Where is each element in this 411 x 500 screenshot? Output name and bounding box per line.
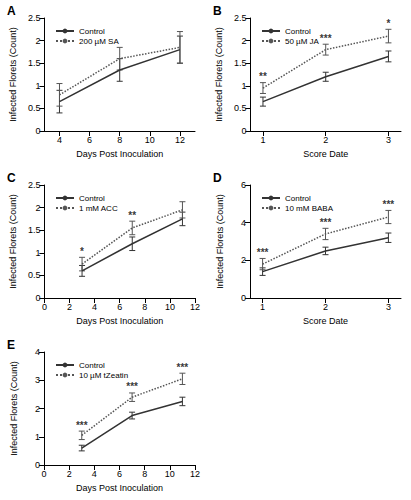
svg-text:Days Post Inoculation: Days Post Inoculation bbox=[76, 316, 163, 326]
svg-text:1 mM ACC: 1 mM ACC bbox=[79, 204, 118, 213]
svg-text:2: 2 bbox=[67, 302, 72, 312]
svg-text:2: 2 bbox=[323, 135, 328, 145]
svg-text:D: D bbox=[213, 171, 222, 185]
svg-text:3: 3 bbox=[35, 375, 40, 385]
svg-text:***: *** bbox=[320, 33, 332, 44]
svg-text:2: 2 bbox=[35, 36, 40, 46]
svg-text:Days Post Inoculation: Days Post Inoculation bbox=[76, 483, 163, 493]
svg-text:4: 4 bbox=[57, 135, 62, 145]
svg-text:**: ** bbox=[128, 210, 136, 221]
svg-text:6: 6 bbox=[87, 135, 92, 145]
svg-text:6: 6 bbox=[117, 469, 122, 479]
svg-text:2: 2 bbox=[323, 302, 328, 312]
svg-text:10: 10 bbox=[165, 469, 175, 479]
svg-text:Score Date: Score Date bbox=[303, 316, 348, 326]
svg-text:4: 4 bbox=[92, 469, 97, 479]
svg-text:0.5: 0.5 bbox=[234, 103, 247, 113]
svg-text:12: 12 bbox=[175, 135, 185, 145]
svg-text:0.5: 0.5 bbox=[28, 270, 41, 280]
svg-text:6: 6 bbox=[117, 302, 122, 312]
svg-text:Days Post Inoculation: Days Post Inoculation bbox=[76, 149, 163, 159]
svg-text:0: 0 bbox=[41, 469, 46, 479]
svg-text:2: 2 bbox=[35, 404, 40, 414]
svg-text:50 µM JA: 50 µM JA bbox=[285, 37, 320, 46]
svg-text:2: 2 bbox=[241, 36, 246, 46]
svg-text:2: 2 bbox=[35, 203, 40, 213]
svg-text:A: A bbox=[7, 4, 16, 18]
svg-text:*: * bbox=[80, 246, 84, 257]
svg-text:3: 3 bbox=[386, 135, 391, 145]
svg-text:3: 3 bbox=[386, 302, 391, 312]
svg-text:0: 0 bbox=[241, 126, 246, 136]
svg-text:E: E bbox=[7, 338, 15, 352]
svg-text:0: 0 bbox=[35, 126, 40, 136]
svg-text:6: 6 bbox=[241, 180, 246, 190]
svg-text:***: *** bbox=[383, 199, 395, 210]
svg-text:Control: Control bbox=[79, 361, 105, 370]
svg-text:2.5: 2.5 bbox=[234, 13, 247, 23]
svg-text:C: C bbox=[7, 171, 16, 185]
svg-text:Infected Florets (Count): Infected Florets (Count) bbox=[9, 361, 19, 456]
svg-text:Infected Florets (Count): Infected Florets (Count) bbox=[214, 27, 224, 122]
svg-text:Infected Florets (Count): Infected Florets (Count) bbox=[8, 194, 18, 289]
svg-text:**: ** bbox=[259, 71, 267, 82]
svg-text:1: 1 bbox=[260, 302, 265, 312]
svg-text:10 mM BABA: 10 mM BABA bbox=[285, 204, 334, 213]
svg-text:2.5: 2.5 bbox=[28, 13, 41, 23]
svg-text:1.5: 1.5 bbox=[234, 58, 247, 68]
svg-text:0: 0 bbox=[42, 302, 47, 312]
svg-text:10: 10 bbox=[145, 135, 155, 145]
svg-text:0: 0 bbox=[35, 460, 40, 470]
svg-text:8: 8 bbox=[142, 302, 147, 312]
svg-text:1: 1 bbox=[260, 135, 265, 145]
svg-text:*: * bbox=[386, 18, 390, 29]
svg-text:Control: Control bbox=[285, 194, 311, 203]
svg-text:0: 0 bbox=[241, 293, 246, 303]
svg-text:2.5: 2.5 bbox=[28, 180, 41, 190]
svg-text:2: 2 bbox=[241, 255, 246, 265]
svg-text:1.5: 1.5 bbox=[28, 225, 41, 235]
svg-text:Control: Control bbox=[285, 27, 311, 36]
svg-text:1: 1 bbox=[241, 81, 246, 91]
svg-text:Control: Control bbox=[79, 194, 105, 203]
svg-text:***: *** bbox=[320, 217, 332, 228]
svg-text:200 µM SA: 200 µM SA bbox=[79, 37, 119, 46]
svg-text:0.5: 0.5 bbox=[28, 103, 41, 113]
svg-text:8: 8 bbox=[117, 135, 122, 145]
svg-text:12: 12 bbox=[190, 469, 200, 479]
svg-text:Infected Florets (Count): Infected Florets (Count) bbox=[8, 27, 18, 122]
svg-text:B: B bbox=[213, 4, 222, 18]
svg-text:10: 10 bbox=[165, 302, 175, 312]
svg-text:10 µM tZeatin: 10 µM tZeatin bbox=[79, 371, 128, 380]
svg-text:***: *** bbox=[177, 362, 189, 373]
svg-text:1.5: 1.5 bbox=[28, 58, 41, 68]
svg-text:***: *** bbox=[126, 381, 138, 392]
svg-text:Score Date: Score Date bbox=[303, 149, 348, 159]
svg-text:***: *** bbox=[76, 420, 88, 431]
svg-text:Infected Florets (Count): Infected Florets (Count) bbox=[215, 194, 225, 289]
svg-text:4: 4 bbox=[92, 302, 97, 312]
svg-text:1: 1 bbox=[35, 81, 40, 91]
svg-text:12: 12 bbox=[190, 302, 200, 312]
svg-text:4: 4 bbox=[241, 218, 246, 228]
svg-text:1: 1 bbox=[35, 432, 40, 442]
svg-text:***: *** bbox=[257, 247, 269, 258]
svg-text:4: 4 bbox=[35, 347, 40, 357]
svg-text:1: 1 bbox=[35, 248, 40, 258]
svg-text:8: 8 bbox=[142, 469, 147, 479]
svg-text:0: 0 bbox=[35, 293, 40, 303]
svg-text:Control: Control bbox=[79, 27, 105, 36]
svg-text:2: 2 bbox=[67, 469, 72, 479]
